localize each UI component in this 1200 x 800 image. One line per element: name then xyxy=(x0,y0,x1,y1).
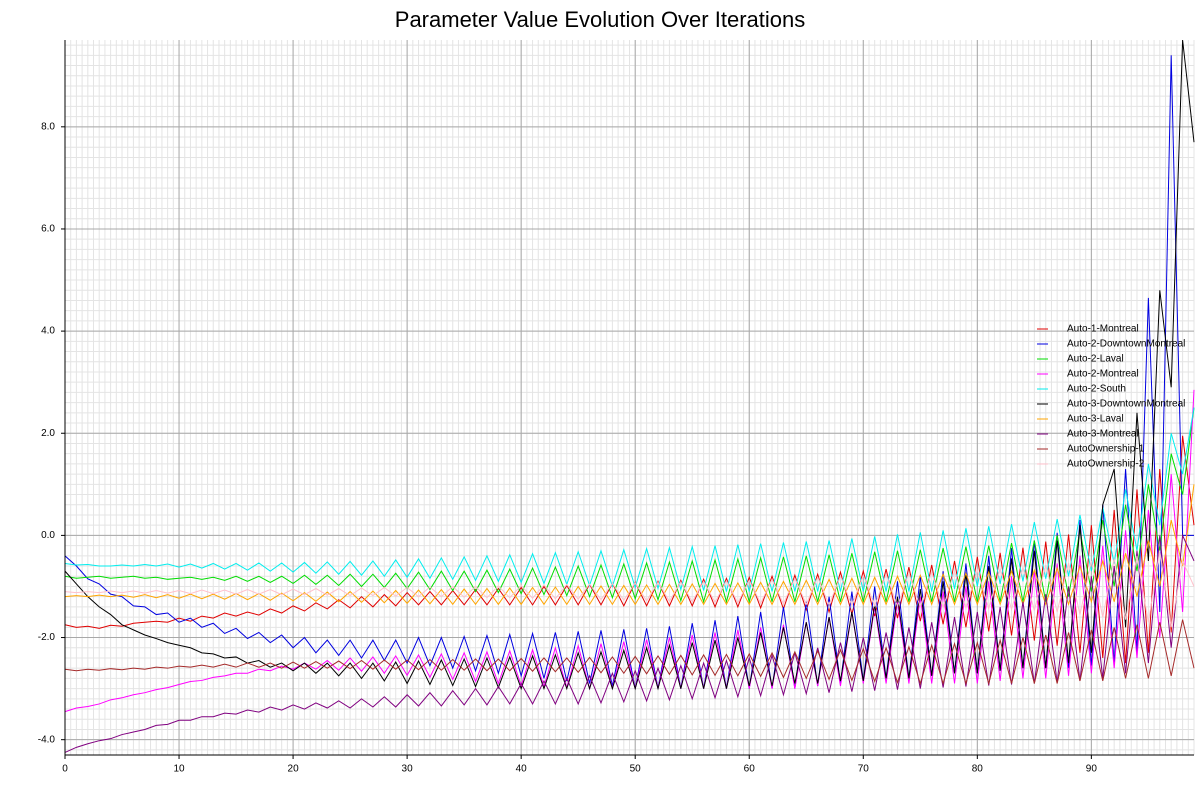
legend-label: Auto-3-Montreal xyxy=(1067,429,1139,440)
legend-label: AutoOwnership-2 xyxy=(1067,459,1145,470)
legend-label: Auto-3-Laval xyxy=(1067,414,1124,425)
series-line xyxy=(64,55,1194,689)
x-tick-label: 90 xyxy=(1086,764,1098,775)
x-tick-label: 50 xyxy=(630,764,642,775)
x-tick-label: 80 xyxy=(972,764,984,775)
series-line xyxy=(64,619,1195,686)
axes: 0 10 20 30 40 50 60 70 80 90 -4.0 -2.0 0.0 2.0 4.0 6.0 8… xyxy=(38,40,1194,775)
legend-label: AutoOwnership-1 xyxy=(1067,444,1145,455)
series-line xyxy=(64,550,1195,628)
x-tick-label: 20 xyxy=(288,764,300,775)
chart-title: Parameter Value Evolution Over Iteration… xyxy=(395,7,805,32)
x-tick-label: 60 xyxy=(744,764,756,775)
series-line xyxy=(64,407,1195,604)
series-line xyxy=(64,533,1195,753)
x-tick-label: 40 xyxy=(516,764,528,775)
x-tick-label: 10 xyxy=(173,764,185,775)
x-tick-label: 70 xyxy=(858,764,870,775)
x-tick-label: 0 xyxy=(62,764,68,775)
y-tick-label: -2.0 xyxy=(38,632,56,643)
y-tick-label: 4.0 xyxy=(41,326,55,337)
legend-label: Auto-2-South xyxy=(1067,384,1126,395)
legend-label: Auto-1-Montreal xyxy=(1067,324,1139,335)
series-line xyxy=(64,407,1195,592)
y-tick-label: 0.0 xyxy=(41,530,55,541)
series-line xyxy=(64,39,1195,691)
legend: Auto-1-Montreal Auto-2-DowntownMontreal Au… xyxy=(1037,324,1185,470)
y-tick-label: 8.0 xyxy=(41,121,55,132)
legend-label: Auto-3-DowntownMontreal xyxy=(1067,399,1185,410)
legend-label: Auto-2-DowntownMontreal xyxy=(1067,339,1185,350)
y-tick-label: 2.0 xyxy=(41,428,55,439)
legend-label: Auto-2-Laval xyxy=(1067,354,1124,365)
plot-lines xyxy=(64,39,1195,753)
legend-label: Auto-2-Montreal xyxy=(1067,369,1139,380)
y-tick-label: -4.0 xyxy=(38,734,56,745)
x-tick-label: 30 xyxy=(402,764,414,775)
y-tick-label: 6.0 xyxy=(41,224,55,235)
